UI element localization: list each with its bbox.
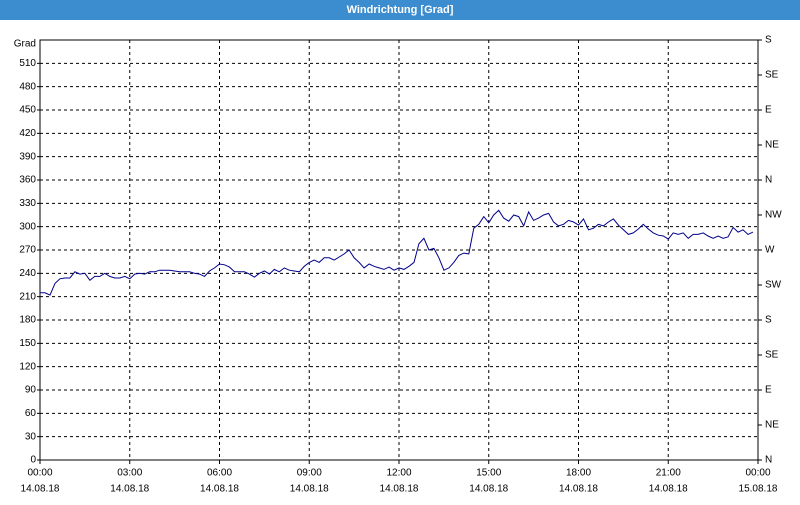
y-tick-label: 150 — [19, 338, 36, 349]
y2-tick-label: NE — [765, 420, 779, 431]
y-tick-label: 120 — [19, 361, 36, 372]
y-tick-label: 300 — [19, 221, 36, 232]
y2-tick-label: E — [765, 385, 772, 396]
x-tick-label: 06:00 — [207, 468, 232, 479]
y-tick-label: 330 — [19, 198, 36, 209]
y-tick-label: 420 — [19, 128, 36, 139]
x-tick-label: 00:00 — [745, 468, 770, 479]
x-tick-date: 14.08.18 — [469, 484, 508, 495]
x-tick-date: 14.08.18 — [21, 484, 60, 495]
chart-title: Windrichtung [Grad] — [347, 4, 454, 16]
y-tick-label: 210 — [19, 291, 36, 302]
y2-tick-label: SE — [765, 350, 779, 361]
x-tick-date: 14.08.18 — [290, 484, 329, 495]
y-tick-label: 270 — [19, 245, 36, 256]
x-tick-date: 14.08.18 — [200, 484, 239, 495]
y-tick-label: 30 — [25, 431, 37, 442]
y2-tick-label: W — [765, 245, 775, 256]
y-tick-label: 450 — [19, 105, 36, 116]
y2-tick-label: S — [765, 35, 772, 46]
y-tick-label: 390 — [19, 151, 36, 162]
y2-tick-label: SW — [765, 280, 782, 291]
y-tick-label: 90 — [25, 385, 37, 396]
data-line — [40, 209, 754, 296]
y-tick-label: 360 — [19, 175, 36, 186]
x-tick-date: 14.08.18 — [110, 484, 149, 495]
y2-tick-label: N — [765, 175, 772, 186]
y-tick-label: 480 — [19, 81, 36, 92]
y-tick-label: 510 — [19, 58, 36, 69]
x-tick-date: 14.08.18 — [649, 484, 688, 495]
x-tick-label: 15:00 — [476, 468, 501, 479]
x-tick-label: 03:00 — [117, 468, 142, 479]
y-tick-label: 60 — [25, 408, 37, 419]
x-tick-date: 15.08.18 — [739, 484, 778, 495]
y-axis-label: Grad — [14, 39, 36, 50]
x-tick-label: 09:00 — [297, 468, 322, 479]
x-tick-label: 00:00 — [27, 468, 52, 479]
title-bar — [0, 0, 800, 20]
y2-tick-label: NE — [765, 140, 779, 151]
y2-tick-label: SE — [765, 70, 779, 81]
y-tick-label: 180 — [19, 315, 36, 326]
x-tick-label: 12:00 — [386, 468, 411, 479]
x-tick-date: 14.08.18 — [559, 484, 598, 495]
y-tick-label: 240 — [19, 268, 36, 279]
y2-tick-label: E — [765, 105, 772, 116]
x-tick-label: 21:00 — [656, 468, 681, 479]
x-tick-date: 14.08.18 — [380, 484, 419, 495]
y2-tick-label: N — [765, 455, 772, 466]
y2-tick-label: NW — [765, 210, 782, 221]
y-tick-label: 0 — [30, 455, 36, 466]
y2-tick-label: S — [765, 315, 772, 326]
x-tick-label: 18:00 — [566, 468, 591, 479]
